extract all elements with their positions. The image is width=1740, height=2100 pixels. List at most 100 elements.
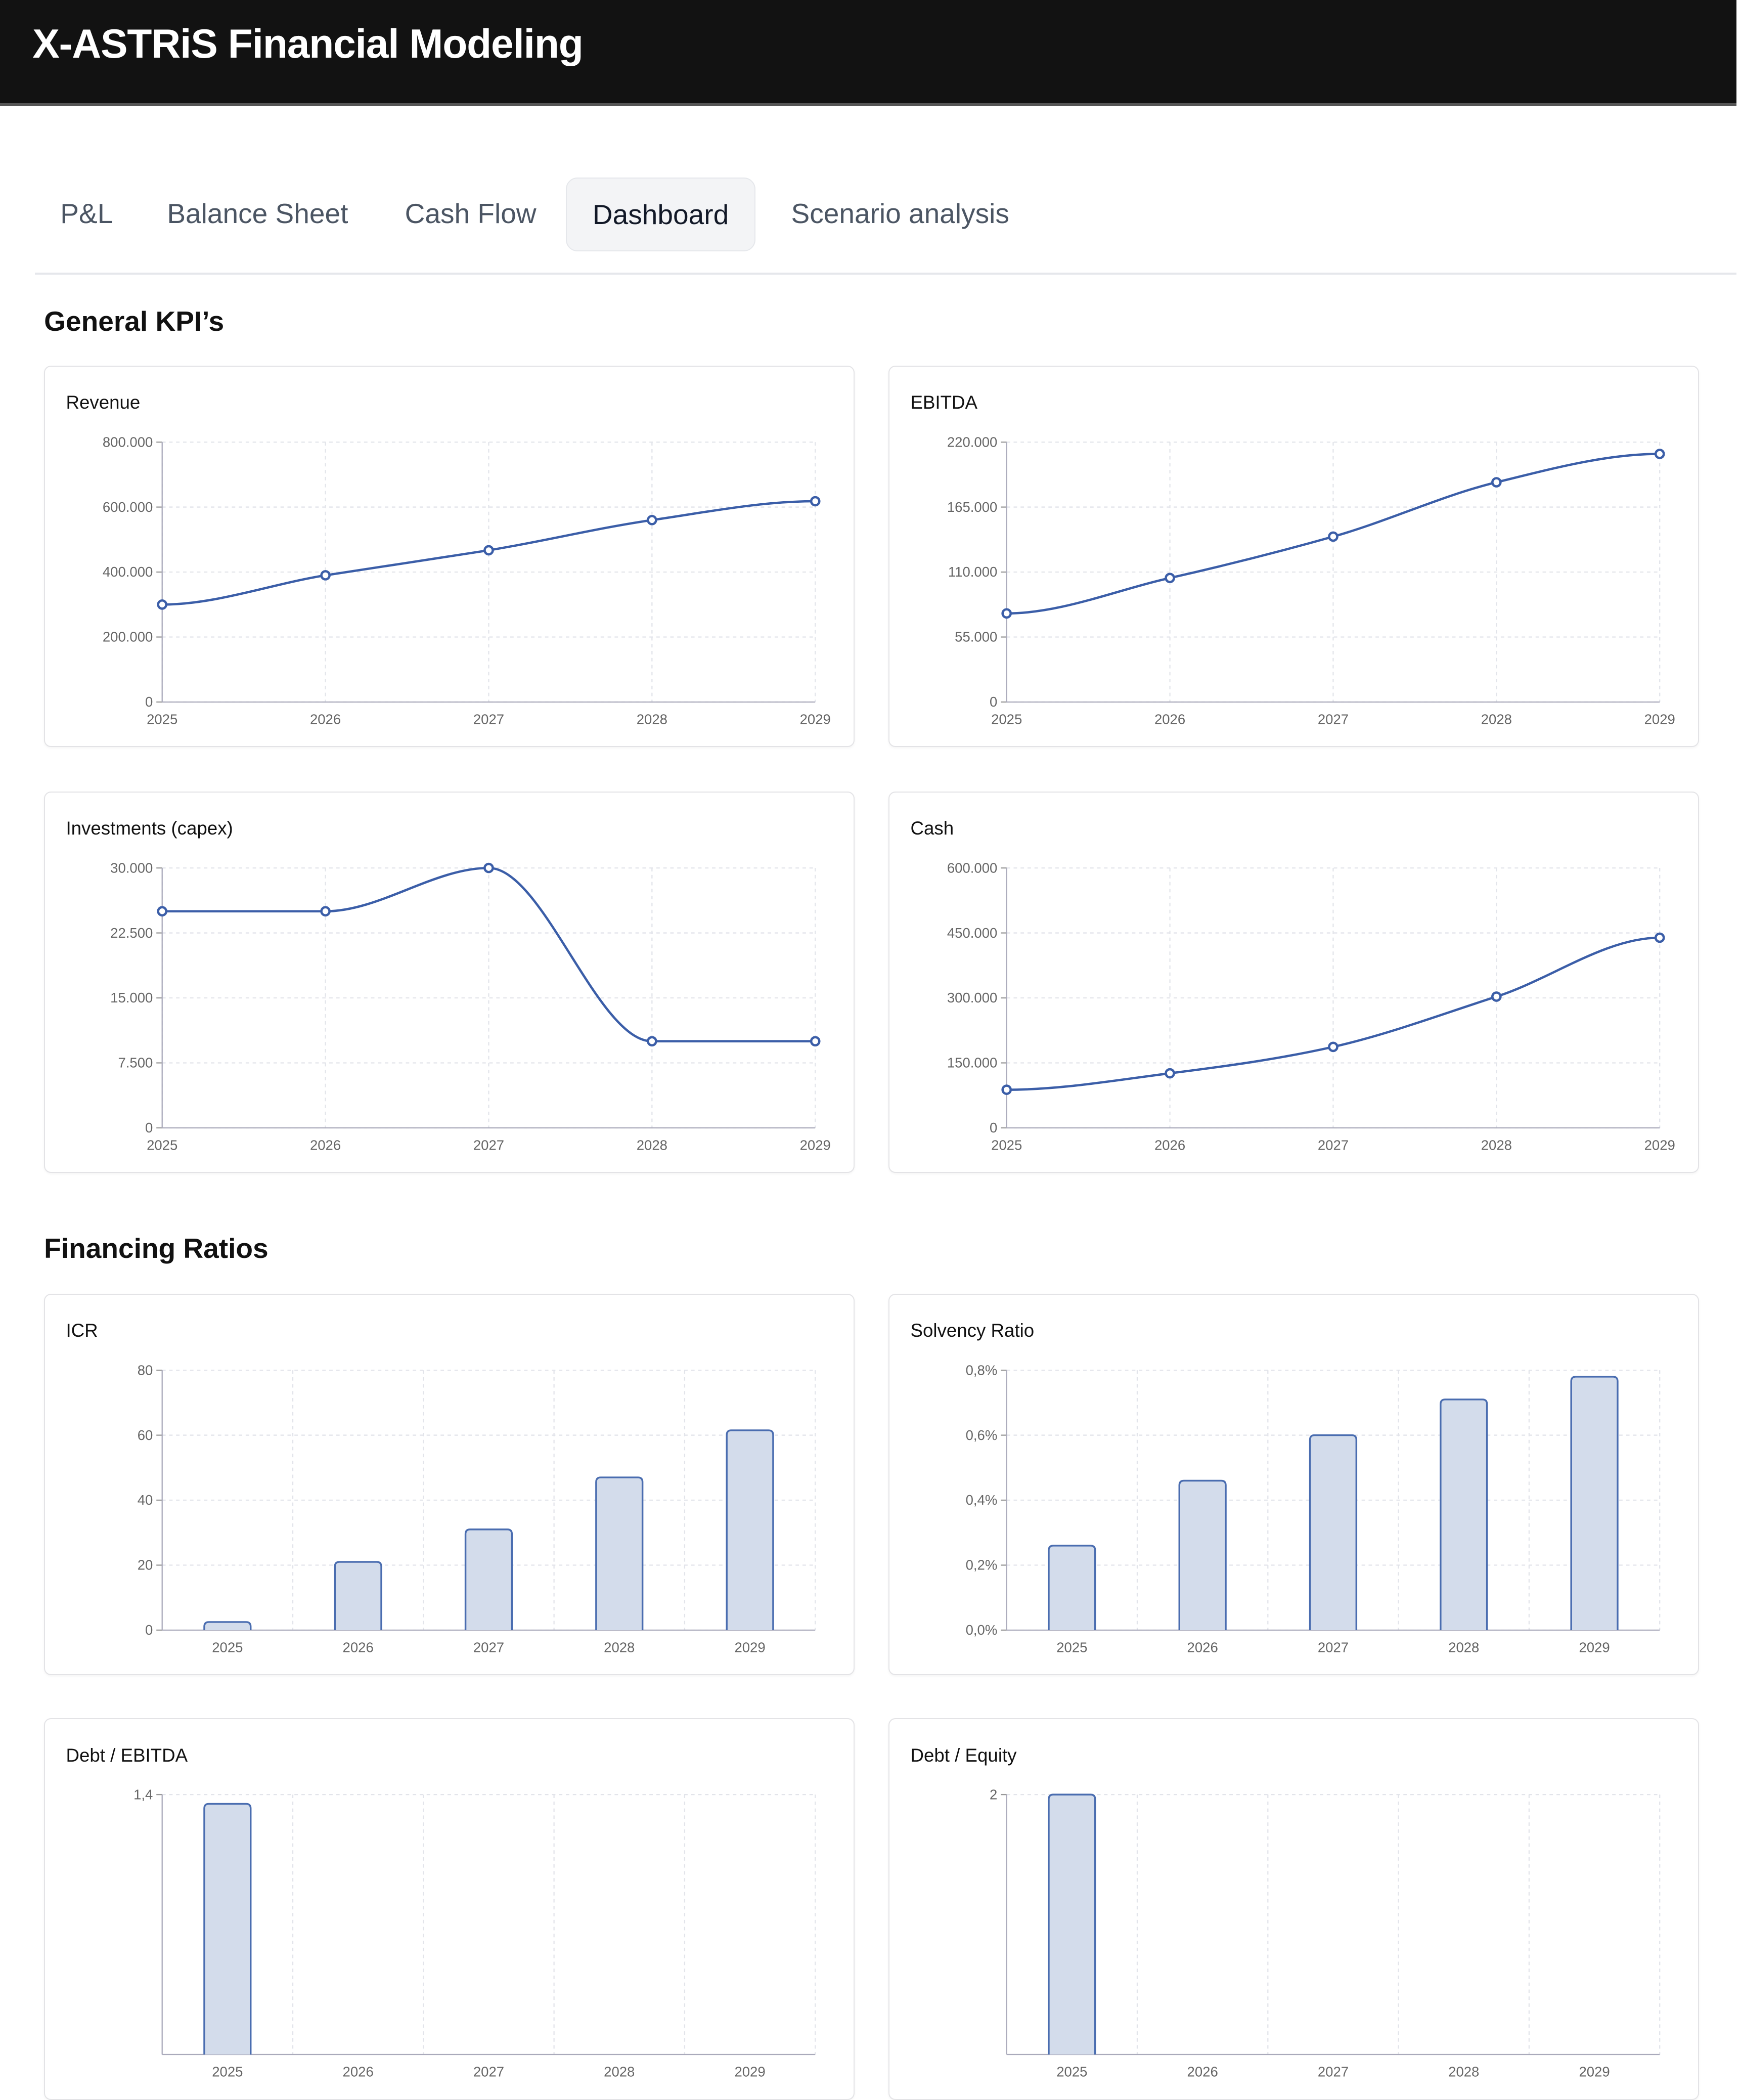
y-tick-label: 22.500	[110, 925, 153, 940]
x-tick-label: 2028	[637, 711, 667, 727]
y-tick-label: 0	[145, 694, 153, 710]
x-tick-label: 2025	[991, 1137, 1022, 1153]
x-tick-label: 2026	[1187, 1639, 1218, 1655]
tab-cash-flow[interactable]: Cash Flow	[405, 197, 537, 229]
data-point	[1001, 1084, 1012, 1095]
y-tick-label: 200.000	[103, 629, 153, 644]
data-point	[810, 1035, 821, 1046]
app-header: X-ASTRiS Financial Modeling	[0, 0, 1737, 107]
data-point	[1328, 531, 1339, 542]
y-tick-label: 800.000	[103, 434, 153, 450]
section-title-financing-ratios: Financing Ratios	[44, 1233, 269, 1264]
chart-card-revenue: Revenue 0 200.000 400.000 600.000 800.000 2025…	[44, 365, 855, 747]
y-tick-label: 7.500	[118, 1055, 153, 1070]
data-point	[1491, 476, 1502, 488]
y-tick-label: 0,6%	[966, 1427, 998, 1443]
chart-title: Cash	[910, 817, 954, 839]
chart-title: Debt / EBITDA	[66, 1744, 188, 1766]
x-tick-label: 2027	[473, 2064, 504, 2080]
tab-balance-sheet[interactable]: Balance Sheet	[167, 197, 348, 229]
chart-plot: 2 2025 2026 2027 2028 2029	[990, 1787, 1661, 2080]
y-tick-label: 0,2%	[966, 1557, 998, 1572]
x-tick-label: 2028	[1481, 1137, 1512, 1153]
x-tick-label: 2026	[343, 2064, 374, 2080]
y-tick-label: 0	[990, 1120, 997, 1135]
x-tick-label: 2029	[1579, 1639, 1610, 1655]
chart-card-ebitda: EBITDA 0 55.000 110.000 165.000 220.000 2025 20…	[888, 365, 1700, 747]
chart-title: Solvency Ratio	[910, 1320, 1035, 1341]
x-tick-label: 2025	[1056, 1639, 1087, 1655]
x-tick-label: 2026	[1154, 711, 1185, 727]
x-tick-label: 2029	[800, 1137, 831, 1153]
tab-bar: P&L Balance Sheet Cash Flow Dashboard Sc…	[34, 177, 1737, 275]
x-tick-label: 2027	[1318, 1137, 1349, 1153]
x-tick-label: 2025	[147, 1137, 177, 1153]
y-tick-label: 0	[145, 1120, 153, 1135]
chart-card-icr: ICR 0 20 40 60 80 2025 2026 2027 2028 2029	[44, 1293, 855, 1675]
bar	[726, 1429, 774, 1630]
data-point	[157, 905, 168, 916]
chart-plot: 0 7.500 15.000 22.500 30.000 2025 2026 2027 2028…	[110, 860, 831, 1153]
y-tick-label: 30.000	[110, 860, 153, 876]
data-point	[1655, 448, 1665, 459]
chart-plot: 0 200.000 400.000 600.000 800.000 2025 2026 202…	[103, 434, 831, 727]
data-point	[320, 570, 331, 581]
chart-plot: 0 150.000 300.000 450.000 600.000 2025 2026 202…	[947, 860, 1675, 1153]
y-tick-label: 110.000	[948, 564, 997, 580]
y-tick-label: 450.000	[947, 925, 997, 940]
y-tick-label: 2	[990, 1787, 997, 1803]
y-tick-label: 0,0%	[966, 1622, 998, 1638]
chart-title: Debt / Equity	[910, 1744, 1017, 1766]
y-tick-label: 15.000	[110, 990, 153, 1005]
x-tick-label: 2026	[1187, 2064, 1218, 2080]
x-tick-label: 2025	[212, 2064, 243, 2080]
tab-scenario-analysis[interactable]: Scenario analysis	[791, 197, 1009, 229]
bar	[1178, 1479, 1227, 1630]
bar	[1048, 1793, 1096, 2055]
chart-title: EBITDA	[910, 392, 977, 413]
x-tick-label: 2028	[637, 1137, 667, 1153]
data-point	[320, 905, 331, 916]
y-tick-label: 300.000	[947, 990, 997, 1005]
x-tick-label: 2028	[1448, 2064, 1479, 2080]
bar	[1309, 1434, 1358, 1630]
data-point	[1328, 1041, 1339, 1052]
chart-card-cash: Cash 0 150.000 300.000 450.000 600.000 2025 202…	[888, 791, 1700, 1173]
chart-title: ICR	[66, 1320, 98, 1341]
x-tick-label: 2026	[310, 1137, 341, 1153]
x-tick-label: 2027	[473, 1639, 504, 1655]
y-tick-label: 1,4	[133, 1787, 153, 1803]
chart-card-debt-ebitda: Debt / EBITDA 1,4 2025 2026 2027 2028 2029	[44, 1718, 855, 2100]
bar	[465, 1528, 513, 1630]
chart-plot: 0,0% 0,2% 0,4% 0,6% 0,8% 2025 2026 2027 2028 2029	[966, 1362, 1661, 1655]
tab-dashboard[interactable]: Dashboard	[566, 177, 755, 252]
data-point	[647, 1035, 657, 1046]
y-tick-label: 80	[138, 1362, 153, 1378]
chart-card-debt-equity: Debt / Equity 2 2025 2026 2027 2028 2029	[888, 1718, 1700, 2100]
chart-title: Investments (capex)	[66, 817, 233, 839]
x-tick-label: 2025	[212, 1639, 243, 1655]
y-tick-label: 0	[145, 1622, 153, 1638]
data-point	[157, 599, 168, 610]
x-tick-label: 2028	[1448, 1639, 1479, 1655]
app-title: X-ASTRiS Financial Modeling	[32, 21, 584, 67]
x-tick-label: 2028	[1481, 711, 1512, 727]
bar	[595, 1476, 644, 1630]
y-tick-label: 0,4%	[966, 1492, 998, 1508]
bar	[1440, 1398, 1488, 1630]
x-tick-label: 2028	[604, 1639, 635, 1655]
x-tick-label: 2027	[1318, 711, 1349, 727]
y-tick-label: 0,8%	[966, 1362, 998, 1378]
y-tick-label: 0	[990, 694, 997, 710]
x-tick-label: 2026	[310, 711, 341, 727]
tab-pnl[interactable]: P&L	[60, 197, 113, 229]
y-tick-label: 600.000	[947, 860, 997, 876]
x-tick-label: 2025	[1056, 2064, 1087, 2080]
bar	[203, 1621, 252, 1630]
bar	[1570, 1376, 1619, 1630]
data-point	[483, 545, 494, 555]
y-tick-label: 220.000	[947, 434, 997, 450]
data-point	[1491, 991, 1502, 1002]
y-tick-label: 165.000	[947, 499, 997, 514]
x-tick-label: 2029	[800, 711, 831, 727]
